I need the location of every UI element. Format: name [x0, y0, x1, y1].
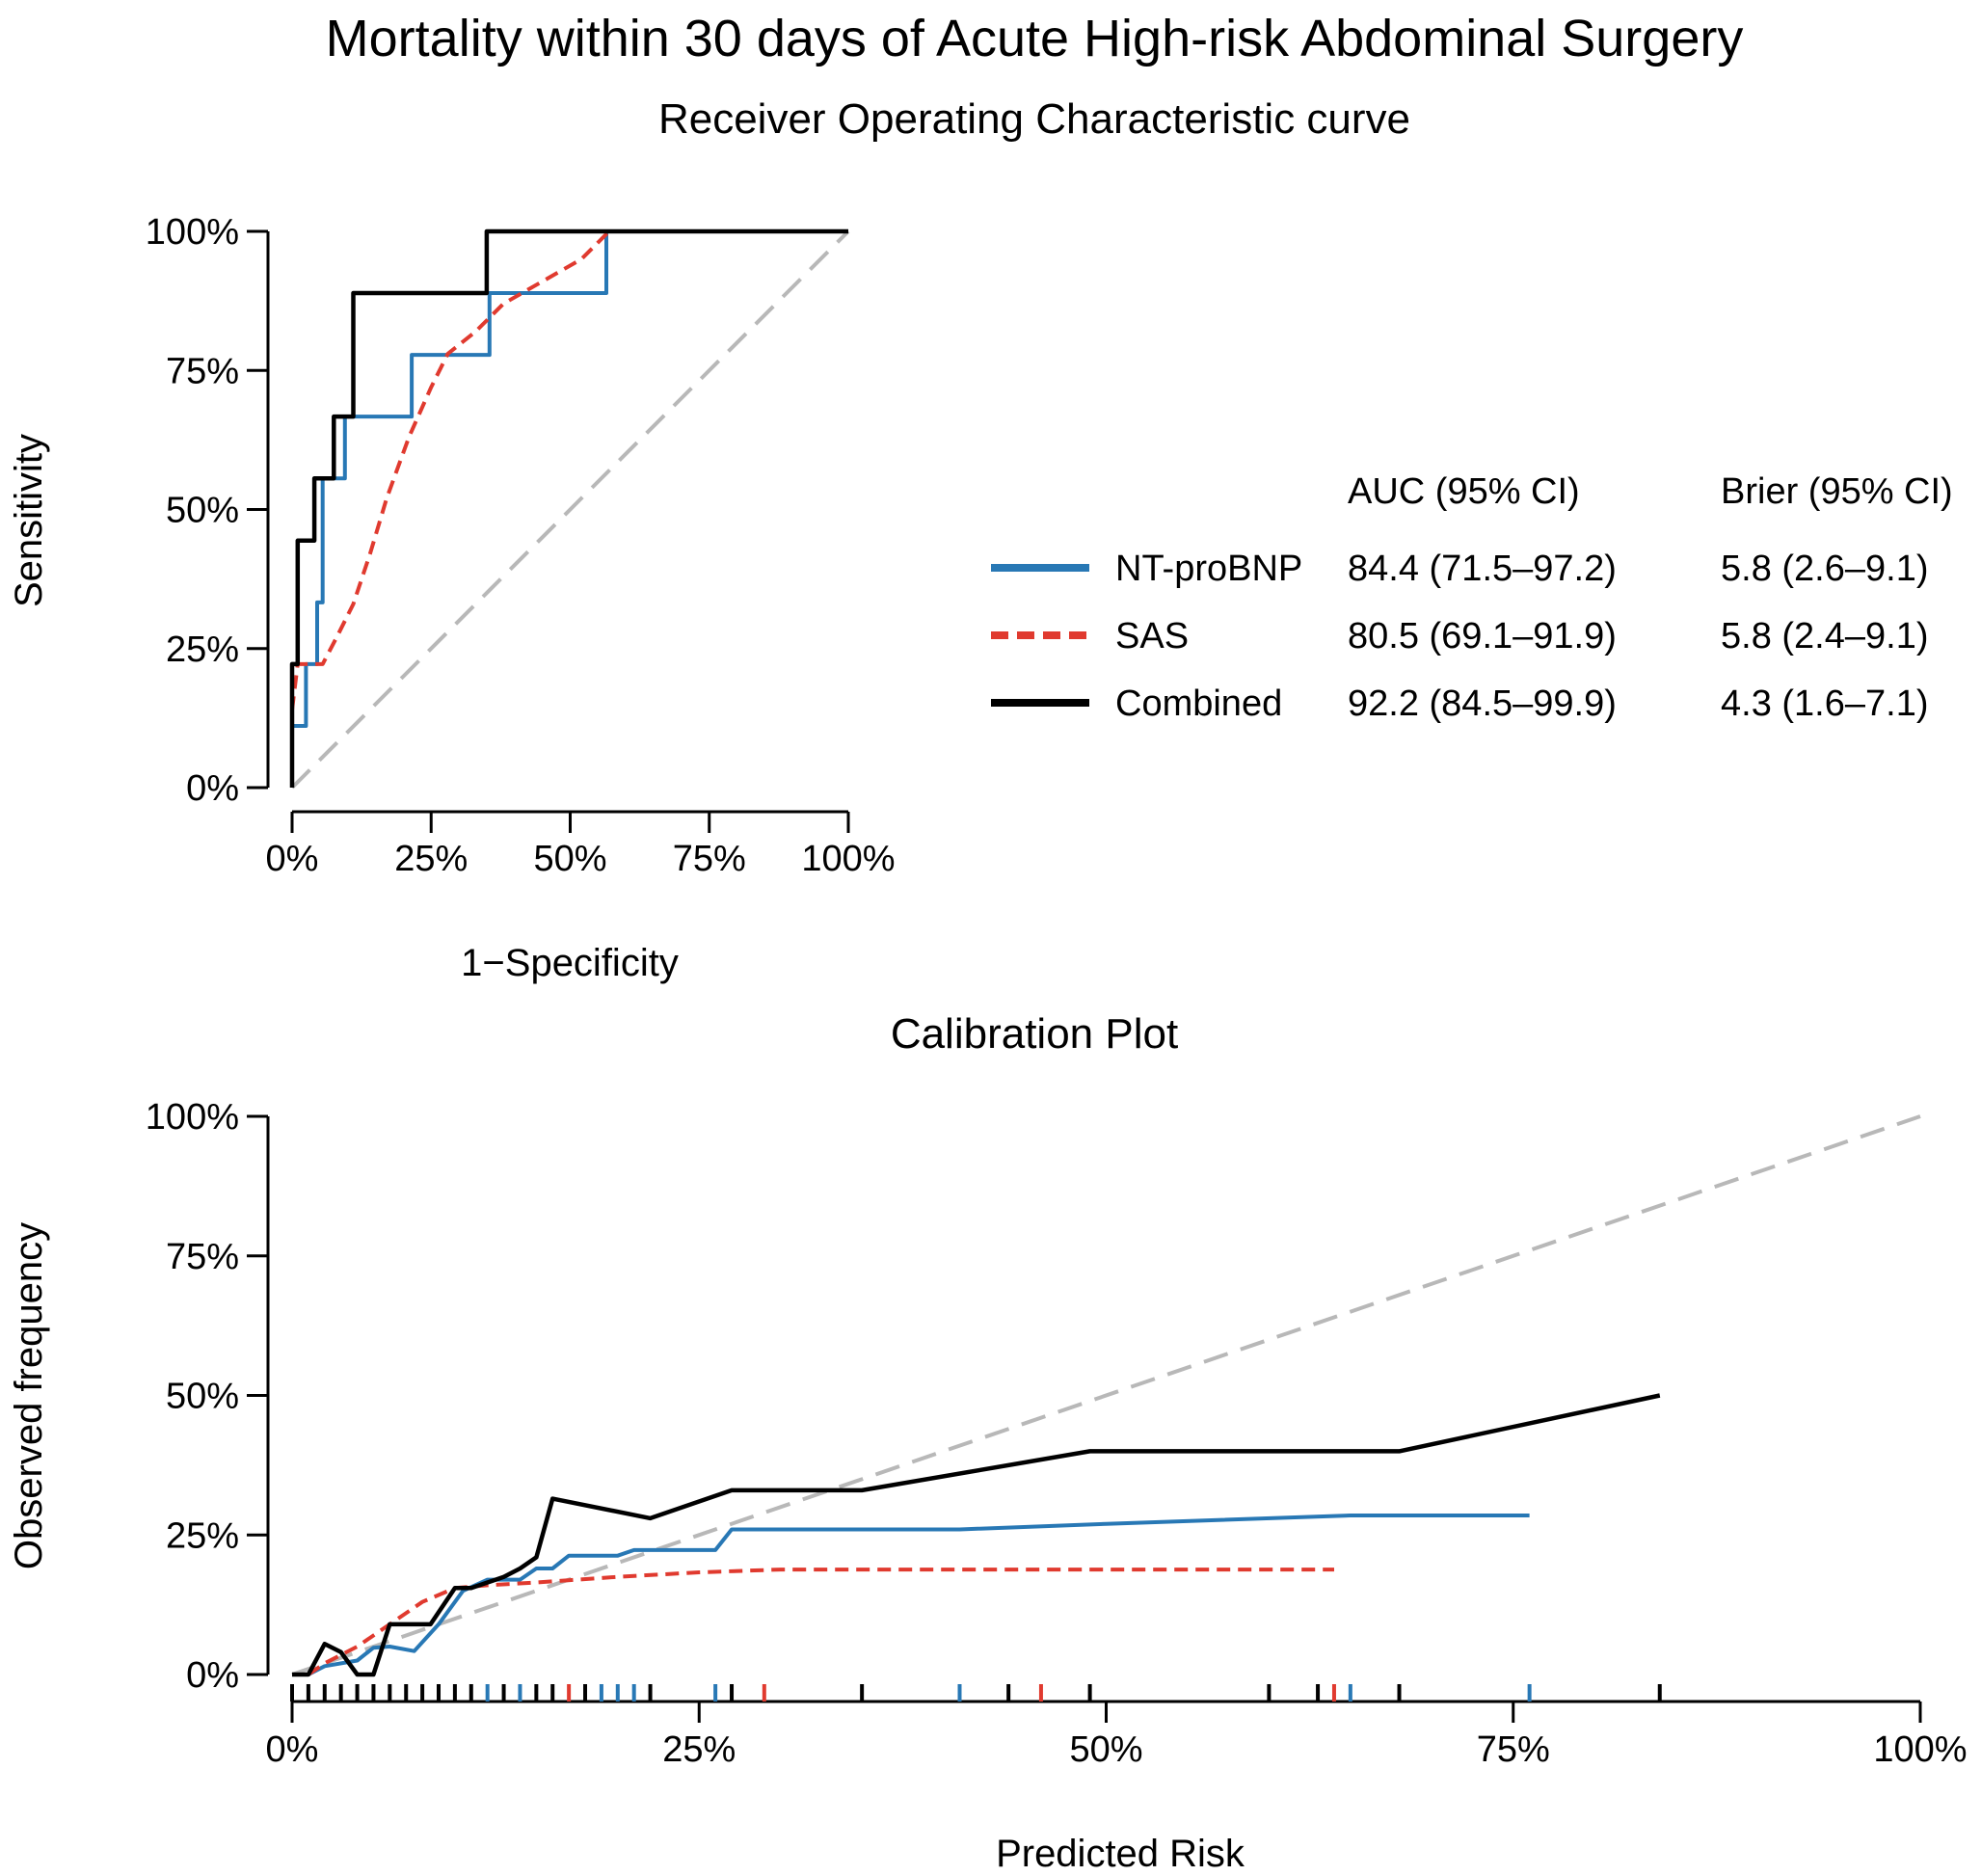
calibration-line-nt-probnp [292, 1514, 1530, 1676]
legend: AUC (95% CI) Brier (95% CI) NT-proBNP 84… [991, 471, 1953, 724]
calibration-y-tick-label: 100% [146, 1097, 239, 1138]
calibration-panel: Calibration Plot 0% 25% 50% 75% 100% 0% 25% 50… [8, 1010, 1968, 1875]
roc-x-tick-label: 25% [394, 839, 468, 879]
calibration-line-reference [291, 1114, 1921, 1676]
calibration-y-tick-label: 25% [166, 1515, 239, 1556]
roc-x-tick-label: 0% [266, 839, 319, 879]
roc-y-tick-label: 50% [166, 491, 239, 531]
roc-x-tick-label: 75% [673, 839, 746, 879]
calibration-y-tick-label: 50% [166, 1377, 239, 1417]
legend-auc-sas: 80.5 (69.1–91.9) [1348, 616, 1617, 657]
figure-title: Mortality within 30 days of Acute High-r… [326, 10, 1744, 67]
legend-auc-combined: 92.2 (84.5–99.9) [1348, 683, 1617, 724]
roc-x-ticks: 0% 25% 50% 75% 100% [266, 812, 896, 879]
legend-label-sas: SAS [1115, 616, 1189, 657]
legend-brier-combined: 4.3 (1.6–7.1) [1721, 683, 1928, 724]
roc-y-axis-label: Sensitivity [8, 434, 50, 607]
calibration-line-combined [292, 1393, 1661, 1677]
roc-line-reference [290, 229, 850, 790]
calibration-x-tick-label: 25% [662, 1729, 736, 1770]
legend-auc-nt-probnp: 84.4 (71.5–97.2) [1348, 549, 1617, 589]
calibration-y-tick-label: 0% [186, 1655, 239, 1696]
calibration-x-tick-label: 100% [1873, 1729, 1967, 1770]
legend-label-combined: Combined [1115, 683, 1282, 724]
legend-header-brier: Brier (95% CI) [1721, 471, 1953, 512]
calibration-x-tick-label: 0% [266, 1729, 319, 1770]
roc-subtitle: Receiver Operating Characteristic curve [658, 95, 1410, 143]
roc-y-tick-label: 75% [166, 351, 239, 391]
roc-line-combined [289, 228, 848, 788]
roc-x-tick-label: 50% [533, 839, 606, 879]
calibration-x-axis-label: Predicted Risk [996, 1833, 1245, 1875]
roc-x-axis-label: 1−Specificity [461, 942, 679, 984]
roc-line-sas [290, 229, 611, 710]
calibration-series [291, 1114, 1921, 1677]
calibration-y-axis-label: Observed frequency [8, 1222, 50, 1569]
legend-label-nt-probnp: NT-proBNP [1115, 549, 1302, 589]
calibration-y-tick-label: 75% [166, 1237, 239, 1277]
legend-brier-nt-probnp: 5.8 (2.6–9.1) [1721, 549, 1928, 589]
calibration-x-ticks: 0% 25% 50% 75% 100% [266, 1702, 1968, 1770]
roc-line-nt-probnp [290, 229, 848, 788]
roc-y-ticks: 0% 25% 50% 75% 100% [146, 212, 268, 809]
roc-series [289, 228, 850, 790]
calibration-line-sas [307, 1568, 1334, 1676]
calibration-x-tick-label: 75% [1477, 1729, 1550, 1770]
roc-y-tick-label: 0% [186, 768, 239, 809]
roc-y-tick-label: 100% [146, 212, 239, 253]
roc-panel: Receiver Operating Characteristic curve … [8, 95, 1410, 984]
calibration-y-ticks: 0% 25% 50% 75% 100% [146, 1097, 268, 1696]
legend-brier-sas: 5.8 (2.4–9.1) [1721, 616, 1928, 657]
calibration-subtitle: Calibration Plot [891, 1010, 1178, 1058]
roc-x-tick-label: 100% [801, 839, 895, 879]
calibration-rug [290, 1684, 1662, 1702]
roc-y-tick-label: 25% [166, 630, 239, 670]
legend-header-auc: AUC (95% CI) [1348, 471, 1580, 512]
calibration-x-tick-label: 50% [1069, 1729, 1142, 1770]
